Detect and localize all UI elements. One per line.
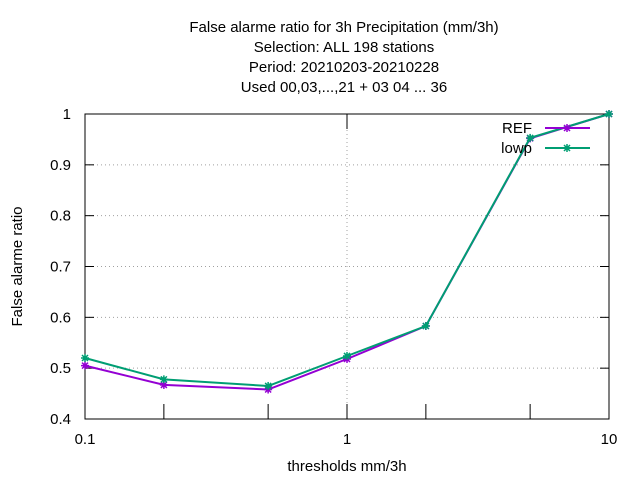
x-tick-label: 1 — [343, 431, 351, 448]
point-lowp — [343, 351, 351, 360]
x-axis-label: thresholds mm/3h — [287, 458, 406, 475]
x-tick-label: 10 — [601, 431, 618, 448]
plot-frame — [84, 113, 610, 420]
title-line-4: Used 00,03,...,21 + 03 04 ... 36 — [241, 79, 447, 96]
x-tick-labels: 0.1 1 10 — [75, 431, 618, 448]
point-lowp — [81, 354, 89, 362]
point-lowp-dot — [265, 383, 271, 389]
point-ref-dot — [82, 363, 88, 368]
grid-lines — [85, 114, 609, 419]
legend-label-ref: REF — [502, 120, 532, 137]
point-lowp-dot — [161, 377, 167, 382]
legend: REF lowp — [501, 120, 590, 157]
point-lowp-dot — [344, 353, 350, 359]
legend-label-lowp: lowp — [501, 140, 532, 157]
x-tick-label: 0.1 — [75, 431, 96, 448]
point-ref-dot — [161, 382, 167, 388]
y-tick-label: 0.5 — [50, 360, 71, 377]
title-line-2: Selection: ALL 198 stations — [254, 39, 434, 56]
point-lowp — [421, 321, 430, 330]
y-tick-label: 0.7 — [50, 259, 71, 276]
point-lowp-dot — [527, 135, 533, 141]
point-ref — [81, 361, 89, 370]
legend-marker-lowp — [563, 144, 571, 152]
legend-marker-ref — [563, 124, 571, 132]
point-lowp-dot — [423, 323, 429, 329]
point-lowp — [605, 110, 613, 118]
point-lowp — [264, 381, 273, 390]
point-lowp — [159, 375, 168, 384]
legend-marker-lowp-dot — [564, 145, 570, 151]
series-group — [81, 110, 613, 394]
title-line-1: False alarme ratio for 3h Precipitation … — [189, 19, 498, 36]
point-lowp — [526, 133, 535, 142]
y-tick-label: 0.9 — [50, 157, 71, 174]
chart-title: False alarme ratio for 3h Precipitation … — [189, 19, 498, 96]
y-tick-label: 0.4 — [50, 411, 71, 428]
y-tick-labels: 0.4 0.5 0.6 0.7 0.8 0.9 1 — [50, 106, 71, 428]
point-lowp-dot — [82, 355, 88, 361]
y-tick-label: 0.6 — [50, 309, 71, 326]
point-ref — [159, 380, 168, 389]
y-axis-label: False alarme ratio — [9, 206, 26, 326]
point-lowp-dot — [606, 111, 612, 117]
title-line-3: Period: 20210203-20210228 — [249, 59, 439, 76]
legend-marker-ref-dot — [564, 125, 570, 131]
y-tick-label: 1 — [63, 106, 71, 123]
y-tick-label: 0.8 — [50, 208, 71, 225]
